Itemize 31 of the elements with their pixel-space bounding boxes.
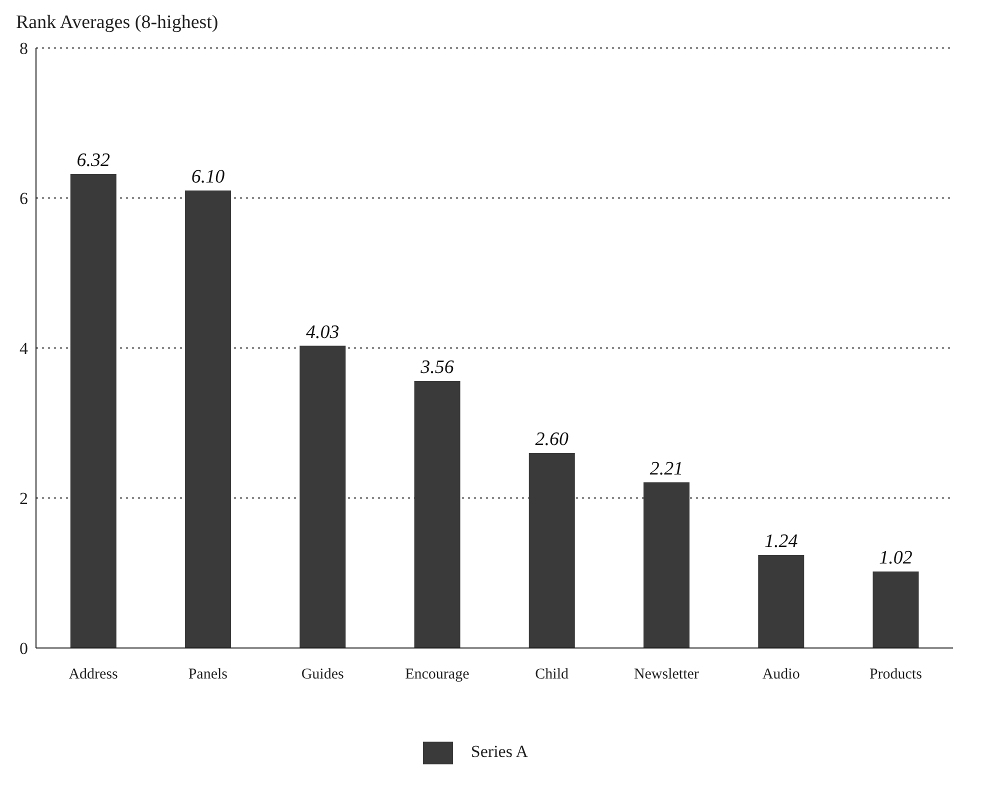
bar (185, 190, 232, 648)
y-tick-label: 8 (20, 39, 28, 58)
y-tick-label: 2 (20, 489, 28, 508)
bar (644, 482, 690, 648)
text: 3.56 (420, 357, 454, 378)
chart-title: Rank Averages (8-highest) (16, 12, 218, 34)
bar (528, 453, 575, 648)
text: 2.60 (535, 429, 569, 450)
text: 6.32 (76, 150, 110, 171)
legend-label: Series A (470, 742, 528, 761)
x-tick-label: Child (535, 666, 569, 683)
bar (414, 381, 460, 648)
x-tick-label: Products (869, 666, 922, 683)
text: 6.10 (191, 166, 225, 188)
bar (758, 555, 804, 648)
x-tick-label: Address (68, 666, 118, 683)
x-tick-label: Guides (301, 666, 344, 683)
bar (872, 572, 919, 648)
x-tick-label: Panels (188, 666, 228, 683)
y-tick-label: 4 (20, 339, 28, 358)
x-tick-label: Encourage (405, 666, 470, 683)
text: 1.24 (764, 531, 798, 552)
y-tick-label: 6 (20, 189, 28, 208)
text: 2.21 (650, 458, 684, 480)
y-tick-label: 0 (20, 639, 28, 658)
bar (70, 174, 116, 648)
bar (300, 346, 346, 648)
text: 4.03 (306, 322, 340, 343)
text: 1.02 (879, 548, 912, 568)
x-tick-label: Newsletter (634, 666, 699, 683)
x-tick-label: Audio (762, 666, 800, 683)
